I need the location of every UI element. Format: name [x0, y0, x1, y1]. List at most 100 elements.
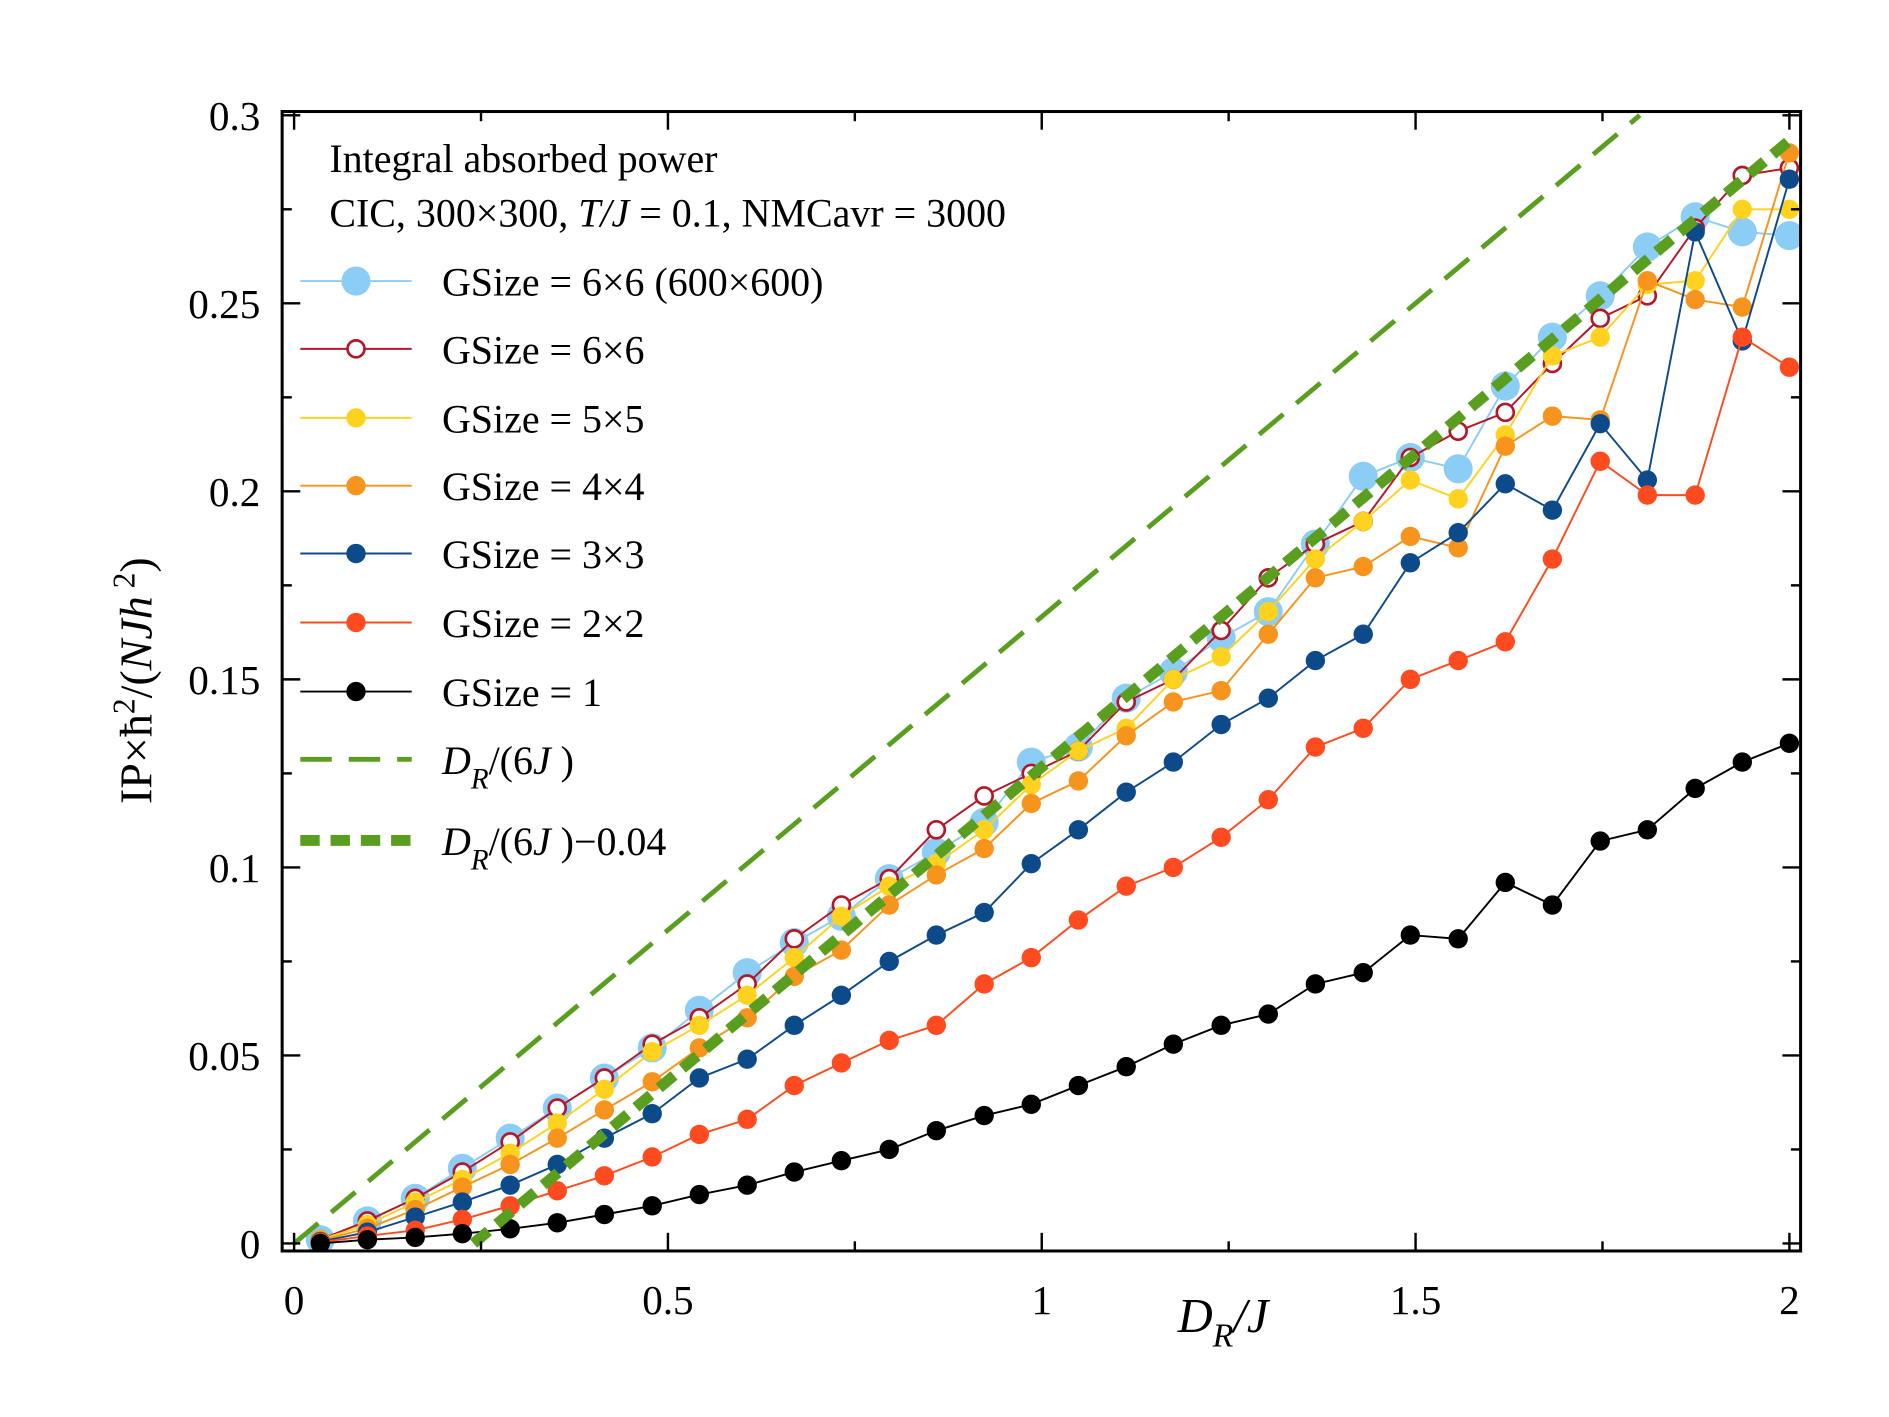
x-tick-label: 0.5	[642, 1277, 693, 1323]
data-point	[500, 1219, 520, 1239]
data-point	[1637, 820, 1658, 840]
legend-label: GSize = 2×2	[442, 601, 645, 646]
data-point	[1116, 726, 1136, 746]
data-point	[1163, 669, 1184, 690]
legend-label: GSize = 1	[442, 670, 602, 715]
x-label-part: R	[1212, 1318, 1234, 1355]
x-tick-label: 2	[1779, 1277, 1800, 1323]
data-point	[974, 1105, 994, 1126]
data-point	[831, 1053, 852, 1073]
data-point	[737, 1109, 757, 1130]
data-point	[926, 1120, 947, 1141]
data-point	[1448, 929, 1468, 949]
data-point	[642, 1147, 662, 1167]
data-point	[1116, 876, 1136, 896]
data-point	[1400, 669, 1421, 690]
data-point	[1495, 632, 1515, 652]
data-point	[405, 1227, 425, 1248]
data-point	[1727, 217, 1757, 247]
data-point	[346, 543, 366, 564]
data-point	[1163, 857, 1184, 878]
data-point	[642, 1196, 662, 1216]
data-point	[452, 1177, 473, 1197]
plot-area	[292, 113, 1801, 1251]
data-point	[879, 951, 899, 972]
data-point	[547, 1213, 567, 1233]
data-point	[1542, 895, 1563, 915]
data-point	[1348, 461, 1378, 491]
annotation: Integral absorbed power	[329, 136, 717, 181]
data-point	[1590, 831, 1610, 851]
data-point	[1353, 718, 1373, 738]
legend-label: DR/(6J )	[441, 738, 574, 796]
legend-label-part: /(6	[489, 819, 533, 864]
data-point	[1068, 771, 1089, 791]
x-tick-label: 1.5	[1390, 1277, 1441, 1323]
legend-label: GSize = 6×6	[442, 327, 645, 372]
data-point	[1258, 601, 1278, 622]
data-point	[1779, 169, 1800, 189]
data-point	[1305, 737, 1326, 757]
data-point	[346, 339, 366, 359]
annotation-part: = 0.1, NMCavr = 3000	[629, 191, 1006, 236]
data-point	[784, 1162, 804, 1182]
data-point	[1211, 1015, 1231, 1036]
data-point	[784, 1015, 804, 1036]
data-point	[831, 985, 852, 1005]
data-point	[1632, 232, 1662, 262]
data-point	[310, 1233, 330, 1251]
data-point	[357, 1230, 378, 1250]
x-label-part: D	[1177, 1290, 1213, 1343]
data-point	[1068, 910, 1089, 930]
data-point	[1021, 774, 1041, 795]
data-point	[452, 1192, 473, 1212]
data-point	[926, 865, 947, 885]
data-point	[879, 895, 899, 915]
data-point	[346, 476, 366, 496]
data-point	[1021, 947, 1041, 968]
data-point	[1400, 925, 1421, 945]
data-point	[1542, 500, 1563, 520]
data-point	[1353, 511, 1373, 532]
data-point	[1116, 782, 1136, 802]
data-point	[594, 1166, 615, 1186]
x-tick-label: 0	[284, 1277, 305, 1323]
data-point	[1353, 624, 1373, 644]
data-point	[1305, 974, 1326, 994]
data-point	[1448, 489, 1468, 509]
data-point	[831, 1151, 852, 1171]
legend: GSize = 6×6 (600×600) GSize = 6×6 GSize = …	[300, 260, 823, 877]
data-point	[1774, 221, 1801, 251]
data-point	[642, 1041, 662, 1062]
data-point	[594, 1100, 615, 1120]
data-point	[1305, 568, 1326, 588]
x-tick-label: 1	[1031, 1277, 1052, 1323]
data-point	[1353, 556, 1373, 577]
y-tick-label: 0.15	[188, 657, 260, 703]
data-point	[1685, 271, 1705, 291]
data-point	[831, 906, 852, 926]
data-point	[1400, 526, 1421, 547]
data-point	[1258, 790, 1278, 810]
data-point	[1495, 872, 1515, 893]
data-point	[1590, 413, 1610, 434]
data-point	[784, 947, 804, 968]
data-point	[1590, 308, 1611, 329]
data-point	[1068, 1075, 1089, 1096]
data-point	[784, 1075, 804, 1096]
legend-label-part: J	[533, 738, 553, 783]
data-point	[1211, 647, 1231, 667]
data-point	[1400, 470, 1421, 490]
data-point	[1163, 692, 1184, 712]
data-point	[737, 1049, 757, 1069]
data-point	[1685, 289, 1705, 310]
y-tick-label: 0.3	[209, 93, 260, 139]
data-point	[547, 1181, 567, 1201]
data-point	[1685, 778, 1705, 799]
data-point	[737, 985, 757, 1005]
data-point	[1448, 523, 1468, 543]
data-point	[1068, 741, 1089, 761]
legend-label: GSize = 4×4	[442, 464, 645, 509]
data-point	[1068, 820, 1089, 840]
